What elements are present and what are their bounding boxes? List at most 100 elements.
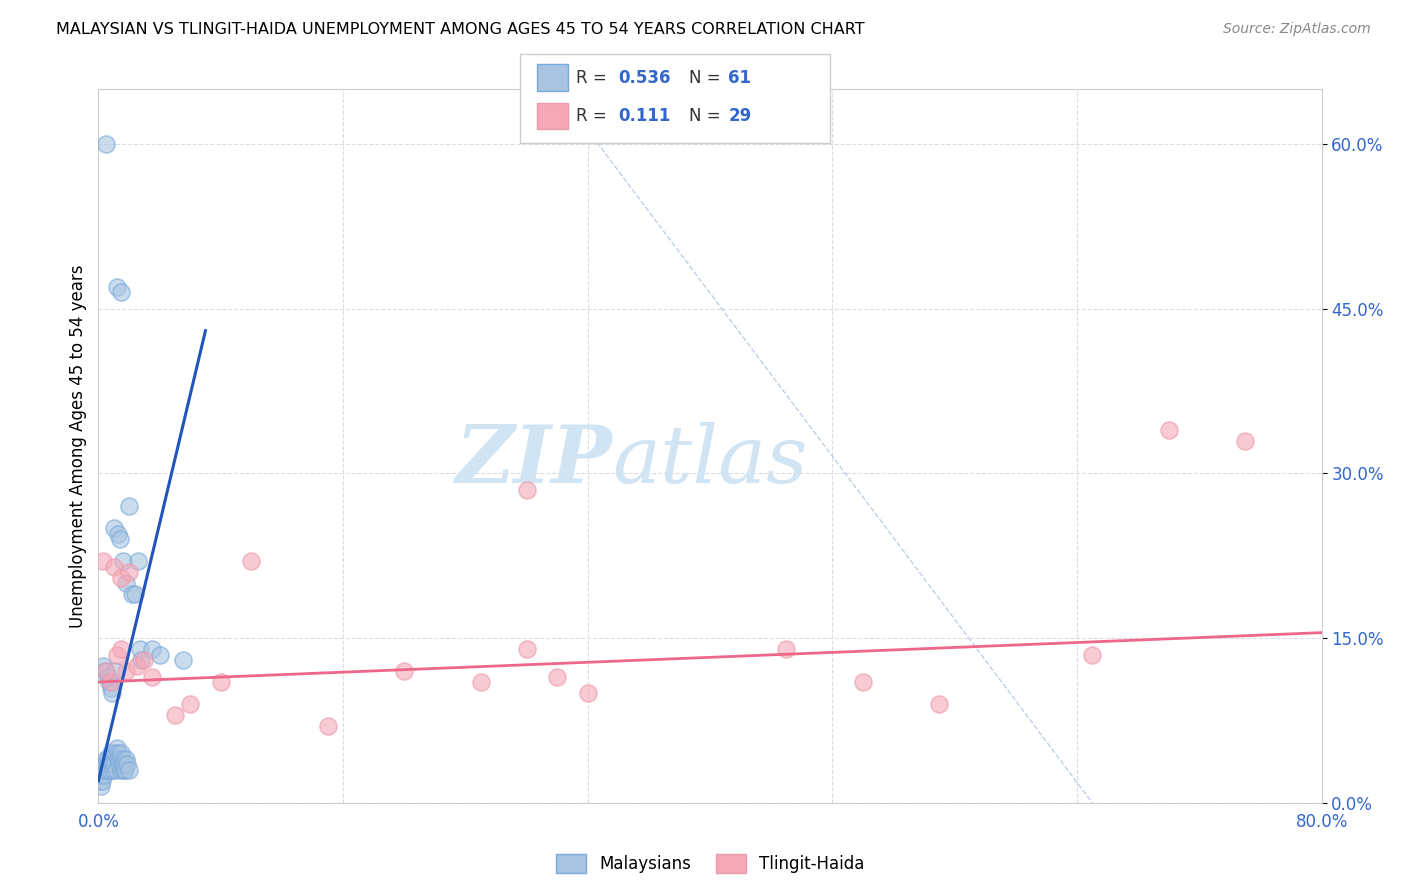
Point xyxy=(115,757,138,772)
Point xyxy=(127,554,149,568)
Point xyxy=(97,669,120,683)
Text: MALAYSIAN VS TLINGIT-HAIDA UNEMPLOYMENT AMONG AGES 45 TO 54 YEARS CORRELATION CH: MALAYSIAN VS TLINGIT-HAIDA UNEMPLOYMENT … xyxy=(56,22,865,37)
Point xyxy=(852,675,875,690)
Point xyxy=(124,587,146,601)
Point xyxy=(91,773,114,788)
Text: N =: N = xyxy=(689,107,725,125)
Point xyxy=(111,757,134,772)
Point xyxy=(105,280,128,294)
Point xyxy=(172,653,194,667)
Point xyxy=(101,763,124,777)
Point xyxy=(240,554,263,568)
Point xyxy=(110,571,132,585)
Point xyxy=(470,675,492,690)
Point xyxy=(91,658,114,673)
Point xyxy=(316,719,339,733)
Text: 0.536: 0.536 xyxy=(619,69,671,87)
Point xyxy=(107,752,129,766)
Point xyxy=(928,697,950,711)
Point xyxy=(576,686,599,700)
Point xyxy=(94,664,117,678)
Point xyxy=(110,763,132,777)
Point xyxy=(89,773,111,788)
Point xyxy=(105,648,128,662)
Legend: Malaysians, Tlingit-Haida: Malaysians, Tlingit-Haida xyxy=(548,847,872,880)
Point xyxy=(134,653,156,667)
Point xyxy=(93,763,115,777)
Point xyxy=(121,587,143,601)
Point xyxy=(93,768,115,782)
Point xyxy=(93,664,115,678)
Point xyxy=(114,763,136,777)
Point xyxy=(110,642,132,657)
Point xyxy=(141,669,163,683)
Point xyxy=(115,576,138,591)
Point xyxy=(98,757,121,772)
Text: Source: ZipAtlas.com: Source: ZipAtlas.com xyxy=(1223,22,1371,37)
Point xyxy=(112,757,135,772)
Point xyxy=(103,559,125,574)
Point xyxy=(129,653,152,667)
Point xyxy=(209,675,232,690)
Point xyxy=(94,757,117,772)
Point xyxy=(94,137,117,152)
Point xyxy=(516,483,538,497)
Point xyxy=(103,752,125,766)
Point xyxy=(163,708,186,723)
Point xyxy=(91,554,114,568)
Point xyxy=(103,757,125,772)
Point xyxy=(90,768,112,782)
Point xyxy=(1157,423,1180,437)
Point xyxy=(107,747,129,761)
Point xyxy=(115,752,138,766)
Point xyxy=(125,658,148,673)
Point xyxy=(775,642,797,657)
Point xyxy=(108,533,131,547)
Text: 0.111: 0.111 xyxy=(619,107,671,125)
Point xyxy=(516,642,538,657)
Point xyxy=(90,780,112,794)
Point xyxy=(118,566,141,580)
Point xyxy=(100,747,122,761)
Point xyxy=(111,752,134,766)
Point xyxy=(91,763,114,777)
Point xyxy=(1234,434,1257,448)
Point xyxy=(108,757,131,772)
Point xyxy=(108,752,131,766)
Text: 29: 29 xyxy=(728,107,752,125)
Point xyxy=(101,686,124,700)
Point xyxy=(101,757,124,772)
Point xyxy=(1081,648,1104,662)
Text: R =: R = xyxy=(576,107,617,125)
Point xyxy=(546,669,568,683)
Point xyxy=(97,763,120,777)
Text: ZIP: ZIP xyxy=(456,422,612,499)
Point xyxy=(97,752,120,766)
Point xyxy=(104,747,127,761)
Point xyxy=(105,763,128,777)
Point xyxy=(98,763,121,777)
Point xyxy=(118,763,141,777)
Point xyxy=(103,521,125,535)
Point xyxy=(100,675,122,690)
Point xyxy=(179,697,201,711)
Point xyxy=(112,763,135,777)
Point xyxy=(105,740,128,755)
Text: N =: N = xyxy=(689,69,725,87)
Text: atlas: atlas xyxy=(612,422,807,499)
Point xyxy=(94,752,117,766)
Point xyxy=(107,526,129,541)
Point xyxy=(392,664,416,678)
Point xyxy=(149,648,172,662)
Point xyxy=(98,675,121,690)
Point xyxy=(111,554,134,568)
Point xyxy=(128,642,150,657)
Point xyxy=(110,285,132,300)
Point xyxy=(100,681,122,695)
Point xyxy=(118,500,141,514)
Point xyxy=(96,757,118,772)
Point xyxy=(141,642,163,657)
Y-axis label: Unemployment Among Ages 45 to 54 years: Unemployment Among Ages 45 to 54 years xyxy=(69,264,87,628)
Text: 61: 61 xyxy=(728,69,751,87)
Point xyxy=(104,664,127,678)
